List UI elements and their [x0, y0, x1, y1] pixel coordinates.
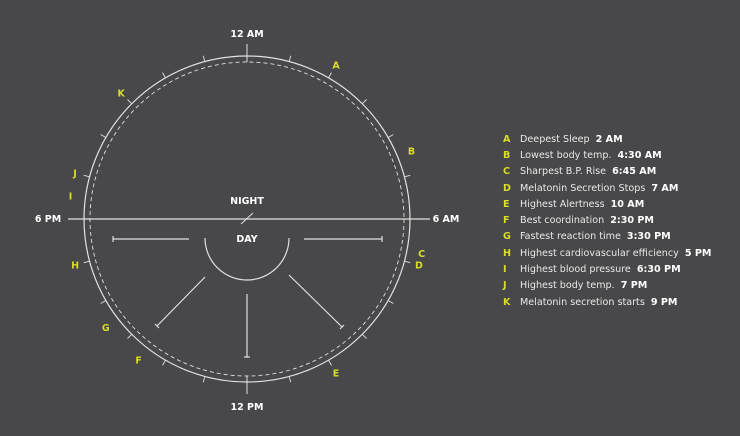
label-day: DAY — [236, 234, 257, 245]
legend-letter: B — [503, 149, 511, 161]
legend-item: G Fastest reaction time 3:30 PM — [500, 229, 711, 245]
label-night: NIGHT — [230, 196, 264, 207]
hour-tick — [387, 300, 394, 304]
legend-letter: J — [503, 280, 507, 292]
hour-tick — [202, 376, 206, 383]
legend-time: 7 PM — [620, 280, 648, 292]
legend-item: D Melatonin Secretion Stops 7 AM — [500, 180, 711, 196]
legend-time: 4:30 AM — [617, 149, 662, 161]
hour-tick — [404, 260, 411, 264]
event-marker-c: C — [418, 249, 425, 260]
legend-time: 7 AM — [651, 182, 679, 194]
sun-ray — [288, 274, 343, 328]
legend-label: Deepest Sleep — [520, 133, 590, 145]
event-marker-g: G — [102, 323, 110, 334]
legend-label: Melatonin Secretion Stops — [520, 182, 646, 194]
legend-label: Melatonin secretion starts — [520, 296, 645, 308]
hour-tick — [127, 333, 133, 339]
legend-letter: G — [503, 231, 511, 243]
event-marker-j: J — [72, 168, 77, 179]
legend-item: I Highest blood pressure 6:30 PM — [500, 261, 711, 277]
legend-item: J Highest body temp. 7 PM — [500, 278, 711, 294]
hour-tick — [100, 300, 107, 304]
event-marker-b: B — [408, 146, 415, 157]
hour-tick — [162, 72, 166, 79]
legend-item: E Highest Alertness 10 AM — [500, 196, 711, 212]
legend-item: F Best coordination 2:30 PM — [500, 212, 711, 228]
label-6pm: 6 PM — [35, 214, 61, 225]
legend-time: 10 AM — [610, 198, 645, 210]
legend-label: Best coordination — [520, 215, 605, 227]
hour-tick — [361, 333, 367, 339]
legend-letter: D — [503, 182, 511, 194]
hour-tick — [288, 55, 292, 62]
legend-label: Fastest reaction time — [520, 231, 621, 243]
legend-label: Highest cardiovascular efficiency — [520, 247, 679, 259]
event-marker-i: I — [69, 191, 73, 202]
legend-letter: K — [503, 296, 511, 308]
event-marker-a: A — [332, 60, 340, 71]
legend-letter: H — [503, 247, 512, 259]
legend-time: 6:45 AM — [612, 166, 657, 178]
sun-ray — [154, 323, 160, 329]
hour-tick — [328, 72, 332, 79]
legend-label: Lowest body temp. — [520, 149, 612, 161]
hour-tick — [404, 174, 411, 178]
sun-ray — [339, 324, 345, 330]
hour-tick — [202, 55, 206, 62]
legend-time: 3:30 PM — [626, 231, 671, 243]
hour-tick — [288, 376, 292, 383]
slash-mark — [240, 212, 254, 225]
sun-semicircle — [204, 237, 290, 281]
label-12am: 12 AM — [230, 29, 263, 40]
legend-letter: F — [503, 215, 510, 227]
legend-letter: C — [503, 166, 511, 178]
sun-rays — [112, 236, 383, 358]
legend-item: K Melatonin secretion starts 9 PM — [500, 294, 711, 310]
hour-tick — [127, 99, 133, 105]
legend-time: 2 AM — [595, 133, 623, 145]
legend-label: Highest blood pressure — [520, 264, 631, 276]
legend-item: H Highest cardiovascular efficiency 5 PM — [500, 245, 711, 261]
legend-time: 6:30 PM — [636, 264, 681, 276]
hour-tick — [162, 359, 166, 366]
legend-time: 2:30 PM — [610, 215, 654, 227]
legend-item: A Deepest Sleep 2 AM — [500, 131, 711, 147]
event-marker-d: D — [415, 261, 423, 272]
event-marker-h: H — [71, 261, 79, 272]
hour-tick — [83, 174, 90, 178]
label-6am: 6 AM — [433, 214, 460, 225]
label-12pm: 12 PM — [231, 402, 264, 413]
hour-tick — [328, 359, 332, 366]
legend-label: Highest body temp. — [520, 280, 615, 292]
sun-ray — [156, 276, 206, 327]
event-marker-e: E — [333, 369, 340, 380]
legend: A Deepest Sleep 2 AM B Lowest body temp. 4:30… — [500, 131, 711, 310]
legend-label: Highest Alertness — [520, 198, 605, 210]
event-marker-f: F — [135, 356, 142, 367]
hour-tick — [83, 260, 90, 264]
hour-tick — [100, 134, 107, 138]
hour-tick — [387, 134, 394, 138]
event-marker-k: K — [117, 89, 125, 100]
hour-tick — [361, 99, 367, 105]
legend-item: B Lowest body temp. 4:30 AM — [500, 147, 711, 163]
legend-item: C Sharpest B.P. Rise 6:45 AM — [500, 164, 711, 180]
legend-label: Sharpest B.P. Rise — [520, 166, 607, 178]
legend-time: 5 PM — [684, 247, 712, 259]
legend-letter: E — [503, 198, 510, 210]
legend-letter: A — [503, 133, 511, 145]
legend-time: 9 PM — [650, 296, 678, 308]
legend-letter: I — [503, 264, 507, 276]
